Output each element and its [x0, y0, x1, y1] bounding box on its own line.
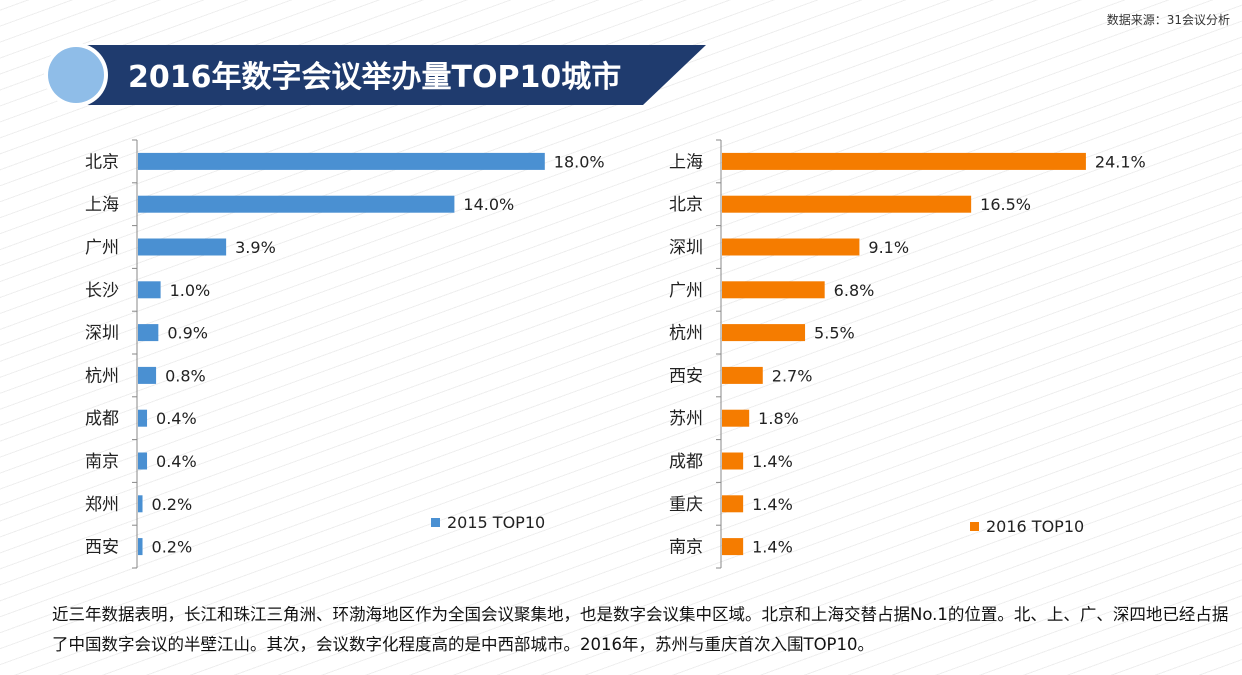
bar2016-bar: [722, 152, 1086, 170]
bar2016-value-label: 24.1%: [1095, 152, 1146, 171]
title-circle-inner: [48, 47, 104, 103]
bar2015-bar: [138, 495, 143, 513]
bar2016-category-label: 深圳: [669, 238, 703, 258]
bar2015-bar: [138, 366, 157, 384]
bar2015-category-label: 广州: [85, 238, 119, 258]
bar2015-bar: [138, 452, 148, 470]
bar2015-value-label: 3.9%: [235, 238, 276, 257]
bar2016-value-label: 1.4%: [752, 495, 793, 514]
bar2015-category-label: 上海: [85, 195, 119, 215]
bar2015-category-label: 北京: [85, 152, 119, 172]
title-banner-shape: [72, 45, 706, 105]
bar2016-value-label: 9.1%: [868, 238, 909, 257]
bar2016-value-label: 6.8%: [834, 281, 875, 300]
bar2015-value-label: 0.4%: [156, 452, 197, 471]
bar2015-value-label: 0.4%: [156, 409, 197, 428]
bar2015-category-label: 郑州: [85, 495, 119, 515]
bar2016-category-label: 北京: [669, 195, 703, 215]
bar2015-bar: [138, 538, 143, 556]
chart-2015: 北京 18.0% 上海 14.0% 广州 3.9% 长沙 1.0% 深圳 0.9% 杭州 0.8% 成都…: [85, 139, 605, 569]
bar2015-bar: [138, 195, 455, 213]
bar2016-bar: [722, 238, 860, 256]
title-banner: [44, 43, 706, 107]
bar2016-legend-label: 2016 TOP10: [986, 517, 1084, 536]
bar2016-category-label: 上海: [669, 152, 703, 172]
bar2016-bar: [722, 195, 972, 213]
chart-2016: 上海 24.1% 北京 16.5% 深圳 9.1% 广州 6.8% 杭州 5.5% 西安 2.7% 苏州…: [669, 139, 1146, 569]
bar2015-value-label: 18.0%: [554, 152, 605, 171]
page-title: 2016年数字会议举办量TOP10城市: [128, 60, 622, 95]
bar2015-bar: [138, 409, 148, 427]
bar2015-legend-swatch: [431, 518, 440, 527]
bar2016-bar: [722, 366, 763, 384]
bar2016-value-label: 1.4%: [752, 452, 793, 471]
summary-text: 近三年数据表明，长江和珠江三角洲、环渤海地区作为全国会议聚集地，也是数字会议集中…: [52, 605, 1229, 654]
bar2016-value-label: 2.7%: [772, 366, 813, 385]
bar2016-bar: [722, 538, 744, 556]
bar2016-bar: [722, 281, 825, 299]
bar2016-category-label: 杭州: [669, 324, 703, 344]
bar2015-value-label: 1.0%: [170, 281, 211, 300]
bar2015-legend-label: 2015 TOP10: [447, 513, 545, 532]
bar2016-category-label: 重庆: [669, 495, 703, 515]
bar2016-value-label: 1.4%: [752, 538, 793, 557]
bar2015-value-label: 0.2%: [152, 495, 193, 514]
bar2016-bar: [722, 409, 750, 427]
bar2015-value-label: 0.8%: [165, 366, 206, 385]
bar2016-bar: [722, 324, 806, 342]
bar2015-category-label: 西安: [85, 538, 119, 558]
bar2015-value-label: 0.2%: [152, 538, 193, 557]
bar2015-category-label: 长沙: [85, 281, 119, 301]
bar2015-category-label: 深圳: [85, 324, 119, 344]
bar2016-value-label: 16.5%: [980, 195, 1031, 214]
bar2015-bar: [138, 324, 159, 342]
bar2015-bar: [138, 281, 161, 299]
bar2016-bar: [722, 452, 744, 470]
bar2016-bar: [722, 495, 744, 513]
bar2016-category-label: 苏州: [669, 409, 703, 429]
bar2015-category-label: 成都: [85, 409, 119, 429]
bar2016-value-label: 1.8%: [758, 409, 799, 428]
bar2015-value-label: 14.0%: [463, 195, 514, 214]
bar2015-bar: [138, 152, 545, 170]
bar2015-bar: [138, 238, 227, 256]
data-source-note: 数据来源：31会议分析: [1106, 13, 1230, 27]
bar2016-legend-swatch: [970, 522, 979, 531]
bar2016-category-label: 西安: [669, 366, 703, 386]
bar2015-category-label: 杭州: [85, 366, 119, 386]
bar2016-value-label: 5.5%: [814, 324, 855, 343]
bar2016-category-label: 成都: [669, 452, 703, 472]
bar2016-category-label: 南京: [669, 538, 703, 558]
bar2015-value-label: 0.9%: [167, 324, 208, 343]
bar2015-category-label: 南京: [85, 452, 119, 472]
bar2016-category-label: 广州: [669, 281, 703, 301]
